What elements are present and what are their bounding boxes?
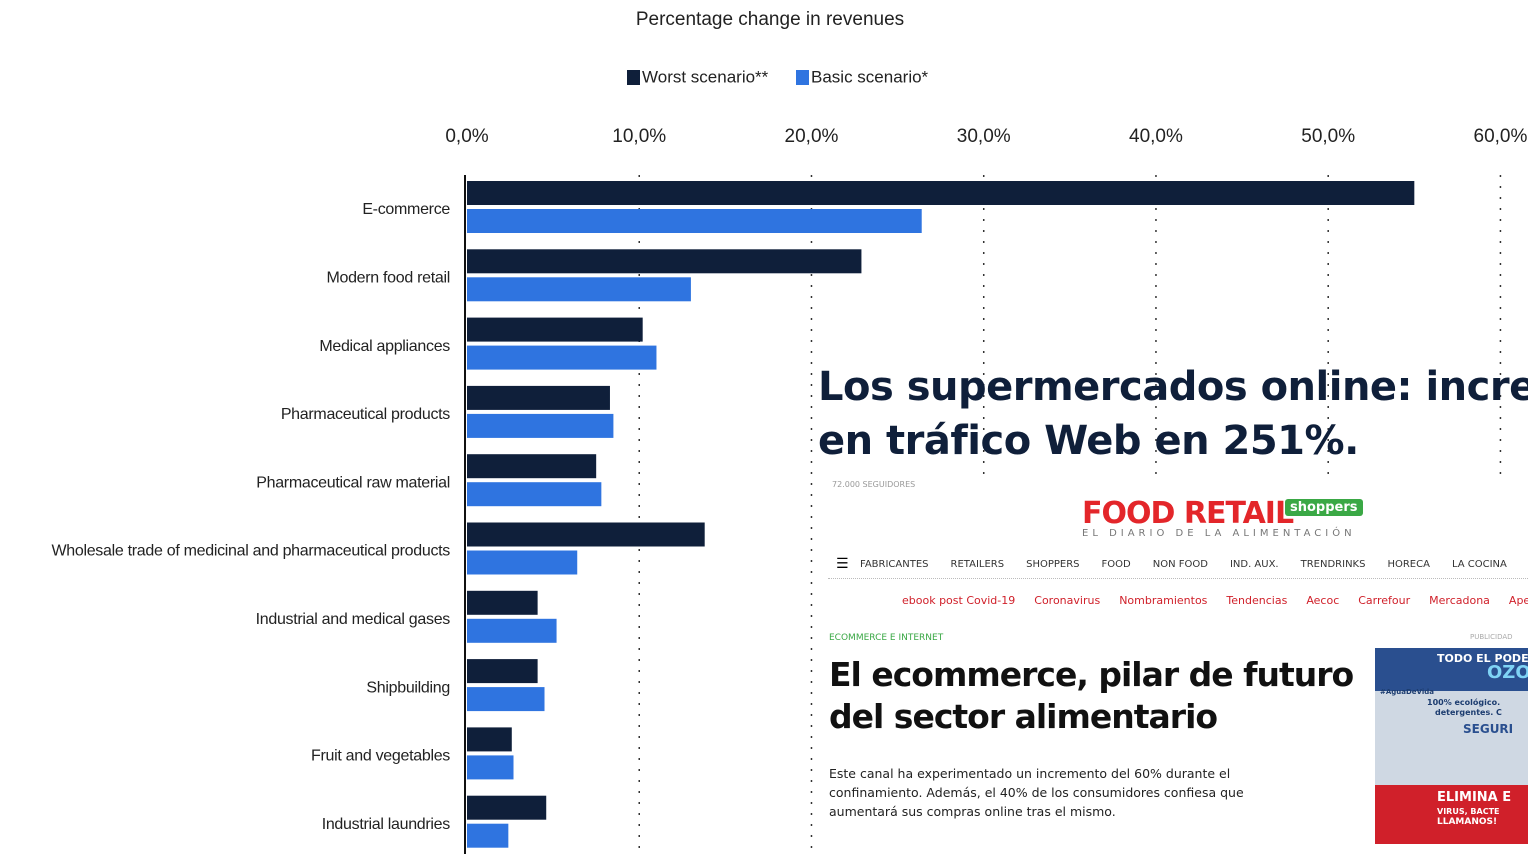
x-tick-label: 0,0% (445, 126, 488, 147)
nav-item[interactable]: RETAILERS (950, 559, 1005, 570)
tag[interactable]: Mercadona (1429, 594, 1490, 607)
nav-item[interactable]: TRENDRINKS (1300, 559, 1366, 570)
ad-text: VIRUS, BACTE (1437, 807, 1500, 816)
headline-line: Los supermercados online: increme (818, 364, 1528, 410)
bar (467, 823, 509, 848)
tag[interactable]: Apertu (1508, 594, 1528, 607)
x-tick-label: 40,0% (1129, 126, 1183, 147)
followers: 72.000 SEGUIDORES (832, 480, 916, 489)
bar (467, 727, 512, 752)
bar (467, 277, 691, 302)
legend-label: Worst scenario** (642, 67, 769, 86)
ad-text: SEGURI (1463, 722, 1514, 736)
headline-line: en tráfico Web en 251%. (818, 418, 1359, 464)
bar (467, 795, 547, 820)
ad-text: detergentes. C (1435, 708, 1502, 717)
nav-item[interactable]: FABRICANTES (860, 559, 929, 570)
tag[interactable]: Tendencias (1226, 594, 1288, 607)
tag[interactable]: Nombramientos (1119, 594, 1208, 607)
tag[interactable]: Carrefour (1358, 594, 1411, 607)
nav-item[interactable]: HORECA (1387, 559, 1430, 570)
ad-label: PUBLICIDAD (1470, 633, 1513, 641)
x-tick-label: 60,0% (1474, 126, 1528, 147)
title-line: El ecommerce, pilar de futuro (829, 655, 1354, 694)
nav-item[interactable]: NON FOOD (1152, 559, 1208, 570)
x-tick-label: 10,0% (612, 126, 666, 147)
logo-badge: shoppers (1285, 499, 1363, 516)
bar (467, 659, 538, 684)
bar (467, 687, 545, 712)
chart-title: Percentage change in revenues (636, 9, 904, 30)
bar (467, 345, 657, 370)
y-tick-label: Fruit and vegetables (311, 748, 450, 765)
title-line: del sector alimentario (829, 697, 1218, 736)
body-line: confinamiento. Además, el 40% de los con… (829, 785, 1244, 800)
y-tick-label: Pharmaceutical raw material (256, 474, 450, 491)
nav-bar: ☰ FABRICANTES RETAILERS SHOPPERS FOOD NON FO… (828, 554, 1528, 579)
body-line: Este canal ha experimentado un increment… (829, 766, 1231, 781)
ad[interactable]: TODO EL PODE OZO #AguaDeVida 100% ecológico… (1375, 648, 1528, 844)
tag[interactable]: Coronavirus (1034, 594, 1101, 607)
ad-text: #AguaDeVida (1380, 688, 1434, 696)
tag[interactable]: ebook post Covid-19 (902, 594, 1016, 607)
x-tick-label: 20,0% (785, 126, 839, 147)
bar (467, 590, 538, 615)
y-tick-label: Wholesale trade of medicinal and pharmac… (51, 543, 450, 560)
bar (467, 755, 514, 780)
body-line: aumentará sus compras online tras el mis… (829, 804, 1116, 819)
nav-item[interactable]: LA COCINA (1451, 559, 1507, 570)
bar (467, 454, 597, 479)
article-screenshot: 72.000 SEGUIDORES FOOD RETAIL shoppers E… (820, 478, 1528, 854)
y-tick-label: Industrial laundries (322, 816, 451, 833)
y-tick-label: Industrial and medical gases (256, 611, 451, 628)
bar (467, 385, 610, 410)
y-tick-label: Shipbuilding (366, 679, 450, 696)
bar (467, 249, 862, 274)
article-body: Este canal ha experimentado un increment… (829, 764, 1244, 821)
y-tick-label: Medical appliances (319, 338, 450, 355)
y-tick-label: E-commerce (362, 201, 450, 218)
tags: ebook post Covid-19 Coronavirus Nombramien… (902, 594, 1528, 607)
nav-item[interactable]: IND. AUX. (1229, 559, 1279, 570)
bar (467, 482, 602, 507)
legend-swatch (627, 70, 640, 85)
section: ECOMMERCE E INTERNET (829, 633, 944, 643)
bar (467, 550, 578, 575)
nav: FABRICANTES RETAILERS SHOPPERS FOOD NON FOOD… (860, 559, 1528, 570)
bar (467, 522, 705, 547)
nav-item[interactable]: FOOD (1101, 559, 1131, 570)
bar (467, 317, 643, 342)
article-title: El ecommerce, pilar de futuro del sector … (829, 654, 1354, 738)
logo: FOOD RETAIL (1082, 496, 1294, 531)
nav-item[interactable]: SHOPPERS (1026, 559, 1080, 570)
ad-text: OZO (1487, 662, 1528, 683)
bar (467, 209, 922, 233)
y-tick-label: Pharmaceutical products (281, 406, 450, 423)
legend-label: Basic scenario* (811, 67, 929, 86)
x-tick-label: 50,0% (1301, 126, 1355, 147)
bar (467, 618, 557, 643)
legend-swatch (796, 70, 809, 85)
tagline: EL DIARIO DE LA ALIMENTACIÓN (1082, 528, 1356, 539)
bar (467, 413, 614, 438)
ad-text: TODO EL PODE (1437, 652, 1528, 665)
bar (467, 181, 1415, 205)
menu-icon[interactable]: ☰ (836, 556, 849, 572)
ad-text: 100% ecológico. (1427, 698, 1501, 707)
y-tick-label: Modern food retail (326, 270, 450, 287)
x-tick-label: 30,0% (957, 126, 1011, 147)
ad-text: LLAMANOS! (1437, 817, 1498, 827)
tag[interactable]: Aecoc (1306, 594, 1340, 607)
ad-text: ELIMINA E (1437, 790, 1512, 805)
